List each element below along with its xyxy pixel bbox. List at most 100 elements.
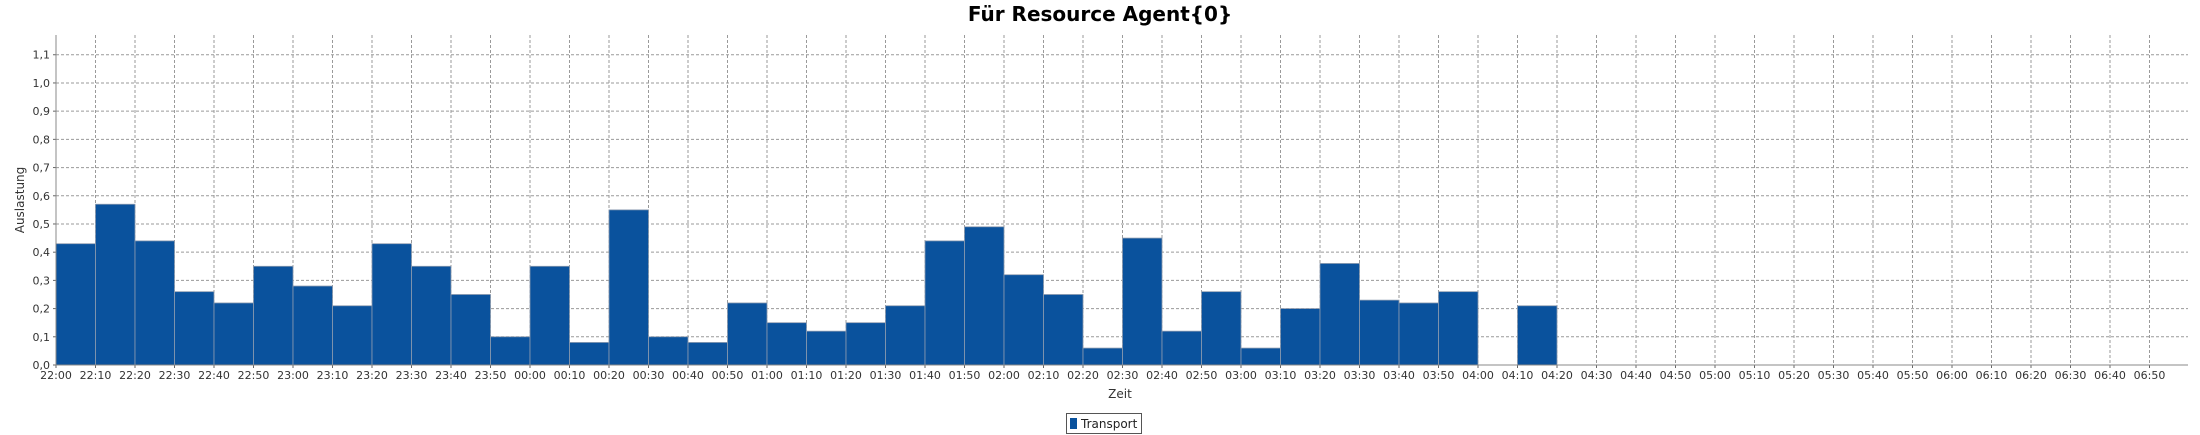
x-axis-title: Zeit bbox=[1108, 387, 1132, 401]
x-tick-label: 22:40 bbox=[198, 369, 230, 382]
x-tick-label: 05:00 bbox=[1699, 369, 1731, 382]
x-tick-label: 06:30 bbox=[2055, 369, 2087, 382]
x-tick-label: 03:20 bbox=[1304, 369, 1336, 382]
x-tick-label: 06:00 bbox=[1936, 369, 1968, 382]
y-tick-label: 1,0 bbox=[33, 77, 51, 90]
x-tick-label: 23:20 bbox=[356, 369, 388, 382]
x-tick-label: 06:40 bbox=[2094, 369, 2126, 382]
bar bbox=[95, 203, 136, 366]
x-tick-label: 05:30 bbox=[1818, 369, 1850, 382]
y-tick-label: 0,7 bbox=[33, 162, 51, 175]
chart-title: Für Resource Agent{0} bbox=[967, 2, 1233, 26]
x-tick-label: 00:00 bbox=[514, 369, 546, 382]
x-tick-label: 01:20 bbox=[830, 369, 862, 382]
y-tick-label: 0,8 bbox=[33, 133, 51, 146]
bar bbox=[766, 322, 807, 366]
x-tick-label: 03:50 bbox=[1423, 369, 1455, 382]
bar bbox=[1398, 302, 1439, 366]
x-tick-label: 02:00 bbox=[988, 369, 1020, 382]
bar bbox=[845, 322, 886, 366]
x-tick-label: 22:00 bbox=[40, 369, 72, 382]
bar bbox=[1122, 237, 1163, 366]
x-tick-label: 04:30 bbox=[1581, 369, 1613, 382]
bar bbox=[213, 302, 254, 366]
legend-label: Transport bbox=[1081, 416, 1138, 431]
x-tick-label: 04:10 bbox=[1502, 369, 1534, 382]
bar bbox=[648, 336, 689, 366]
x-tick-label: 23:50 bbox=[475, 369, 507, 382]
y-tick-label: 0,2 bbox=[33, 303, 51, 316]
y-axis-title: Auslastung bbox=[13, 167, 27, 234]
bar bbox=[411, 265, 452, 366]
x-tick-label: 22:20 bbox=[119, 369, 151, 382]
x-tick-label: 00:20 bbox=[593, 369, 625, 382]
x-tick-label: 22:50 bbox=[238, 369, 270, 382]
x-tick-label: 00:30 bbox=[633, 369, 665, 382]
x-tick-label: 00:10 bbox=[554, 369, 586, 382]
bar bbox=[1161, 330, 1202, 366]
bar bbox=[1517, 305, 1558, 366]
x-tick-label: 01:10 bbox=[791, 369, 823, 382]
y-tick-label: 0,1 bbox=[33, 331, 51, 344]
x-tick-label: 04:00 bbox=[1462, 369, 1494, 382]
legend: Transport bbox=[1066, 413, 1143, 434]
x-tick-label: 01:00 bbox=[751, 369, 783, 382]
x-tick-label: 04:20 bbox=[1541, 369, 1573, 382]
bar bbox=[608, 209, 649, 366]
x-tick-label: 05:50 bbox=[1897, 369, 1929, 382]
bar bbox=[253, 265, 294, 366]
bar bbox=[450, 294, 491, 366]
x-tick-label: 06:50 bbox=[2134, 369, 2166, 382]
y-tick-label: 0,5 bbox=[33, 218, 51, 231]
x-tick-label: 22:30 bbox=[159, 369, 191, 382]
x-tick-label: 02:40 bbox=[1146, 369, 1178, 382]
y-tick-label: 0,4 bbox=[33, 246, 51, 259]
bar bbox=[174, 291, 215, 366]
bar bbox=[806, 330, 847, 366]
x-tick-label: 03:40 bbox=[1383, 369, 1415, 382]
bar bbox=[490, 336, 531, 366]
x-tick-label: 06:10 bbox=[1976, 369, 2008, 382]
x-tick-label: 22:10 bbox=[80, 369, 112, 382]
y-tick-label: 0,6 bbox=[33, 190, 51, 203]
x-tick-label: 01:40 bbox=[909, 369, 941, 382]
x-tick-label: 02:20 bbox=[1067, 369, 1099, 382]
x-tick-label: 00:40 bbox=[672, 369, 704, 382]
bar bbox=[529, 265, 570, 366]
x-tick-label: 23:40 bbox=[435, 369, 467, 382]
bar bbox=[1280, 308, 1321, 366]
bar bbox=[569, 342, 610, 366]
x-tick-label: 05:40 bbox=[1857, 369, 1889, 382]
x-tick-label: 03:10 bbox=[1265, 369, 1297, 382]
x-tick-label: 02:10 bbox=[1028, 369, 1060, 382]
bar bbox=[964, 226, 1005, 366]
bar bbox=[332, 305, 373, 366]
x-tick-label: 05:20 bbox=[1778, 369, 1810, 382]
bar bbox=[924, 240, 965, 366]
bar bbox=[1319, 263, 1360, 366]
bar bbox=[1003, 274, 1044, 366]
bar bbox=[1438, 291, 1479, 366]
y-tick-label: 0,9 bbox=[33, 105, 51, 118]
x-tick-label: 03:00 bbox=[1225, 369, 1257, 382]
x-tick-label: 23:10 bbox=[317, 369, 349, 382]
bar bbox=[687, 342, 728, 366]
bar bbox=[371, 243, 412, 366]
bar bbox=[885, 305, 926, 366]
x-tick-label: 01:50 bbox=[949, 369, 981, 382]
x-tick-label: 04:40 bbox=[1620, 369, 1652, 382]
bar bbox=[1043, 294, 1084, 366]
bar bbox=[1082, 347, 1123, 366]
y-tick-label: 0,3 bbox=[33, 274, 51, 287]
x-tick-label: 01:30 bbox=[870, 369, 902, 382]
x-tick-label: 23:30 bbox=[396, 369, 428, 382]
bar bbox=[134, 240, 175, 366]
bar bbox=[292, 285, 333, 366]
x-tick-label: 06:20 bbox=[2015, 369, 2047, 382]
x-tick-label: 23:00 bbox=[277, 369, 309, 382]
x-tick-label: 05:10 bbox=[1739, 369, 1771, 382]
x-tick-label: 04:50 bbox=[1660, 369, 1692, 382]
y-tick-label: 1,1 bbox=[33, 49, 51, 62]
